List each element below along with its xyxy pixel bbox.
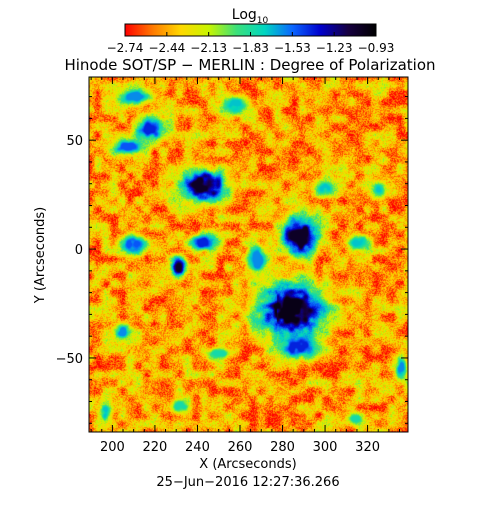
x-tick-label: 200 bbox=[100, 440, 125, 455]
colorbar-label-subscript: 10 bbox=[257, 16, 269, 26]
y-tick-label: 50 bbox=[66, 134, 83, 149]
axis-ticks: 200 220 240 260 280 300 320 50 0 −50 bbox=[56, 77, 408, 455]
y-tick-label: −50 bbox=[56, 352, 83, 367]
colorbar-tick-label: −0.93 bbox=[358, 41, 395, 55]
colorbar-tick-label: −1.23 bbox=[316, 41, 353, 55]
colorbar-tick-label: −2.44 bbox=[148, 41, 185, 55]
x-tick-label: 300 bbox=[313, 440, 338, 455]
y-axis-label: Y (Arcseconds) bbox=[33, 207, 48, 304]
timestamp: 25−Jun−2016 12:27:36.266 bbox=[156, 475, 339, 490]
colorbar-label: Log10 bbox=[232, 7, 269, 26]
x-tick-label: 260 bbox=[228, 440, 253, 455]
y-tick-label: 0 bbox=[75, 243, 83, 258]
x-tick-label: 240 bbox=[185, 440, 210, 455]
x-tick-label: 320 bbox=[355, 440, 380, 455]
colorbar-tick-label: −1.53 bbox=[274, 41, 311, 55]
colorbar-label-base: Log bbox=[232, 7, 257, 23]
colorbar-tick-label: −2.13 bbox=[190, 41, 227, 55]
colorbar-ticks: −2.74 −2.44 −2.13 −1.83 −1.53 −1.23 −0.93 bbox=[107, 32, 395, 55]
chart-title: Hinode SOT/SP − MERLIN : Degree of Polar… bbox=[64, 56, 435, 74]
colorbar-tick-label: −1.83 bbox=[232, 41, 269, 55]
colorbar-tick-label: −2.74 bbox=[107, 41, 144, 55]
polarization-heatmap bbox=[89, 77, 408, 432]
plot-frame bbox=[88, 76, 409, 433]
x-tick-label: 220 bbox=[143, 440, 168, 455]
x-axis-label: X (Arcseconds) bbox=[199, 457, 296, 472]
x-tick-label: 280 bbox=[270, 440, 295, 455]
